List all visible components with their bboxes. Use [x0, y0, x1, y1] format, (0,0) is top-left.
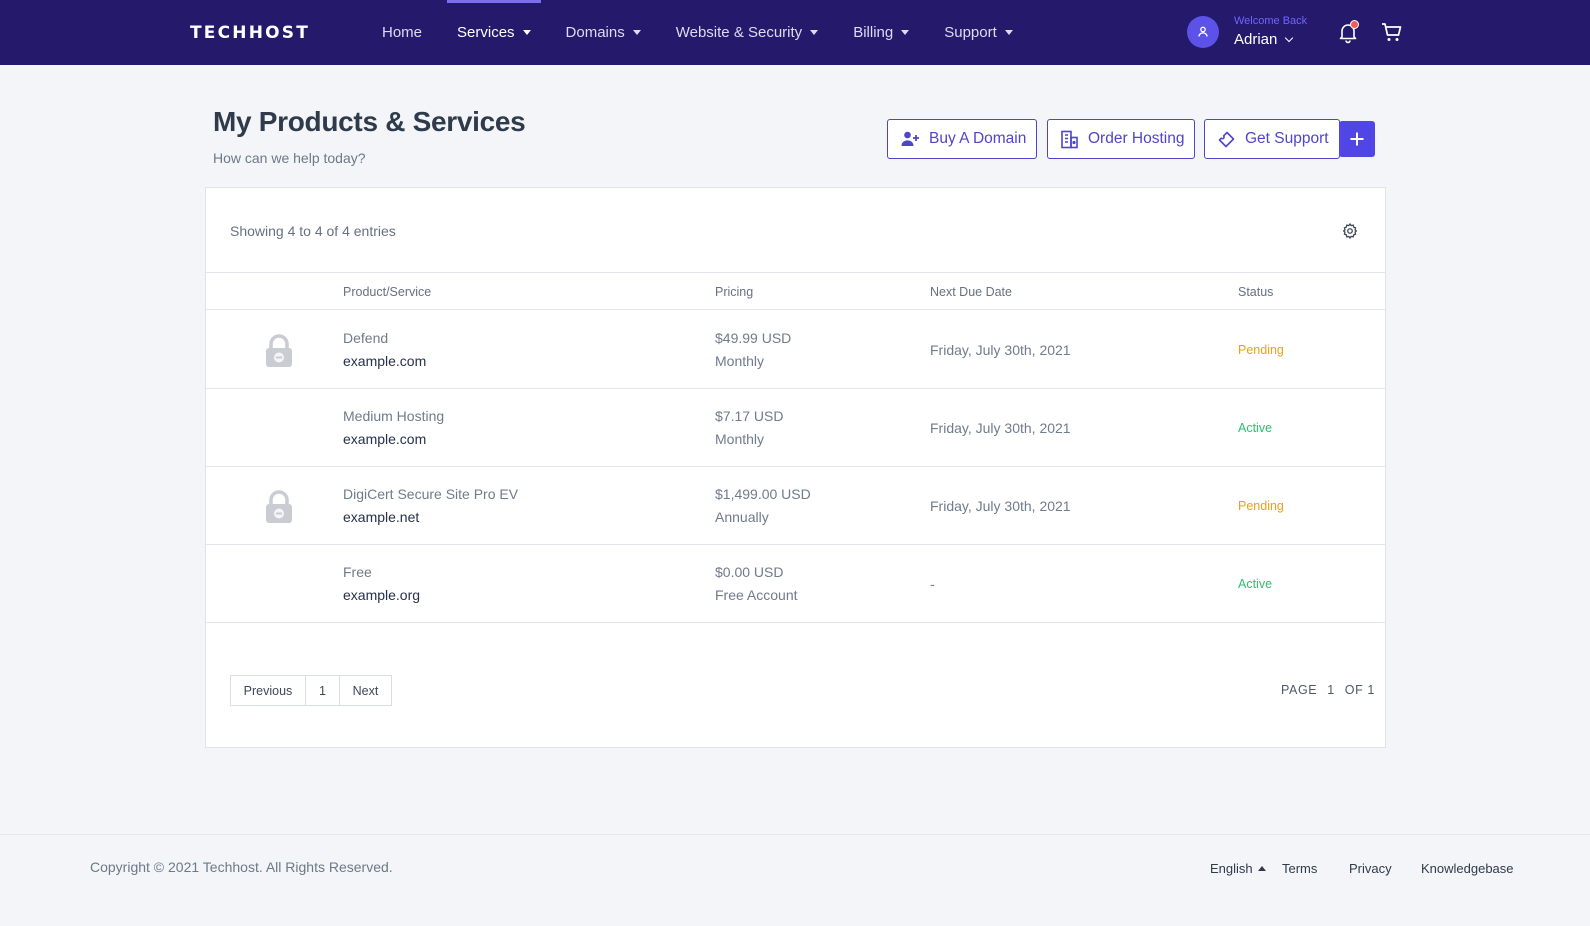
- nav-domains-label: Domains: [565, 24, 625, 41]
- footer-link-knowledgebase[interactable]: Knowledgebase: [1421, 861, 1514, 876]
- next-due-date: Friday, July 30th, 2021: [930, 498, 1071, 514]
- page-label: PAGE: [1281, 683, 1318, 697]
- col-pricing[interactable]: Pricing: [715, 285, 754, 299]
- techhost-logo[interactable]: TECHHOST: [190, 23, 311, 43]
- product-domain: example.com: [343, 353, 427, 369]
- nav-home[interactable]: Home: [372, 0, 432, 65]
- caret-up-icon: [1257, 866, 1266, 871]
- col-next-due-date[interactable]: Next Due Date: [930, 285, 1012, 299]
- table-row[interactable]: Medium Hosting example.com $7.17 USD Mon…: [206, 388, 1385, 467]
- notification-dot: [1350, 20, 1359, 29]
- buy-domain-button[interactable]: Buy A Domain: [887, 119, 1038, 159]
- top-navbar: TECHHOST Home Services Domains Website &…: [0, 0, 1590, 65]
- products-table-card: Showing 4 to 4 of 4 entries Product/Serv…: [205, 187, 1386, 748]
- user-icon: [1198, 26, 1208, 37]
- footer: Copyright © 2021 Techhost. All Rights Re…: [0, 834, 1590, 926]
- table-row[interactable]: DigiCert Secure Site Pro EV example.net …: [206, 466, 1385, 545]
- product-name: Medium Hosting: [343, 408, 445, 424]
- previous-page-button[interactable]: Previous: [231, 676, 306, 705]
- nav-website-security-label: Website & Security: [675, 24, 803, 41]
- page-title: My Products & Services: [213, 106, 526, 137]
- order-hosting-button[interactable]: Order Hosting: [1047, 119, 1196, 159]
- nav-services-label: Services: [457, 24, 515, 41]
- next-due-date: Friday, July 30th, 2021: [930, 342, 1071, 358]
- status-badge: Pending: [1238, 343, 1284, 357]
- lock-icon: [266, 334, 292, 367]
- nav-support-label: Support: [944, 24, 997, 41]
- page-indicator: PAGE 1 OF 1: [1281, 683, 1375, 697]
- ticket-icon: [1218, 131, 1235, 147]
- plus-icon: [1350, 132, 1364, 146]
- add-new-button[interactable]: [1339, 121, 1375, 157]
- welcome-text: Welcome Back: [1234, 15, 1308, 27]
- footer-link-privacy[interactable]: Privacy: [1349, 861, 1392, 876]
- chevron-down-icon: [1285, 33, 1294, 43]
- username-label: Adrian: [1234, 31, 1278, 48]
- gear-icon[interactable]: [1341, 222, 1359, 240]
- nav-support[interactable]: Support: [934, 0, 1023, 65]
- billing-cycle: Free Account: [715, 587, 798, 603]
- caret-down-icon: [522, 30, 531, 35]
- nav-website-security[interactable]: Website & Security: [666, 0, 828, 65]
- billing-cycle: Monthly: [715, 431, 765, 447]
- page-1-button[interactable]: 1: [306, 676, 340, 705]
- entries-count: Showing 4 to 4 of 4 entries: [230, 223, 396, 239]
- main-nav: Home Services Domains Website & Security…: [372, 0, 1038, 65]
- page-subtitle: How can we help today?: [213, 150, 366, 166]
- nav-domains[interactable]: Domains: [556, 0, 651, 65]
- status-badge: Pending: [1238, 499, 1284, 513]
- cart-icon[interactable]: [1380, 20, 1404, 44]
- user-plus-icon: [901, 131, 919, 146]
- pagination: Previous 1 Next: [230, 675, 392, 706]
- copyright-text: Copyright © 2021 Techhost. All Rights Re…: [90, 859, 393, 875]
- next-due-date: Friday, July 30th, 2021: [930, 420, 1071, 436]
- product-name: Free: [343, 564, 372, 580]
- nav-services[interactable]: Services: [447, 0, 541, 65]
- user-menu[interactable]: Adrian: [1234, 31, 1294, 48]
- caret-down-icon: [901, 30, 910, 35]
- get-support-button[interactable]: Get Support: [1204, 119, 1340, 159]
- user-avatar[interactable]: [1187, 16, 1219, 48]
- billing-cycle: Annually: [715, 509, 769, 525]
- table-header: Product/Service Pricing Next Due Date St…: [206, 272, 1385, 310]
- page-total: OF 1: [1344, 683, 1375, 697]
- page-number: 1: [1327, 683, 1335, 697]
- product-domain: example.com: [343, 431, 427, 447]
- caret-down-icon: [810, 30, 819, 35]
- building-icon: [1061, 130, 1078, 148]
- caret-down-icon: [632, 30, 641, 35]
- nav-billing-label: Billing: [853, 24, 894, 41]
- nav-billing[interactable]: Billing: [843, 0, 919, 65]
- table-row[interactable]: Free example.org $0.00 USD Free Account …: [206, 544, 1385, 623]
- footer-link-terms[interactable]: Terms: [1282, 861, 1318, 876]
- col-product[interactable]: Product/Service: [343, 285, 432, 299]
- buy-domain-label: Buy A Domain: [929, 130, 1027, 147]
- product-price: $0.00 USD: [715, 564, 784, 580]
- product-price: $1,499.00 USD: [715, 486, 811, 502]
- next-due-date: -: [930, 576, 935, 592]
- order-hosting-label: Order Hosting: [1088, 130, 1185, 147]
- product-domain: example.org: [343, 587, 421, 603]
- billing-cycle: Monthly: [715, 353, 765, 369]
- get-support-label: Get Support: [1245, 130, 1329, 147]
- language-selector[interactable]: English: [1210, 861, 1266, 876]
- table-row[interactable]: Defend example.com $49.99 USD Monthly Fr…: [206, 310, 1385, 389]
- nav-home-label: Home: [382, 24, 423, 41]
- lock-icon: [266, 490, 292, 523]
- status-badge: Active: [1238, 577, 1273, 591]
- next-page-button[interactable]: Next: [352, 683, 379, 698]
- caret-down-icon: [1004, 30, 1013, 35]
- product-price: $7.17 USD: [715, 408, 784, 424]
- product-domain: example.net: [343, 509, 420, 525]
- status-badge: Active: [1238, 421, 1273, 435]
- product-name: DigiCert Secure Site Pro EV: [343, 486, 519, 502]
- language-label: English: [1210, 861, 1253, 876]
- product-price: $49.99 USD: [715, 330, 792, 346]
- col-status[interactable]: Status: [1238, 285, 1274, 299]
- product-name: Defend: [343, 330, 389, 346]
